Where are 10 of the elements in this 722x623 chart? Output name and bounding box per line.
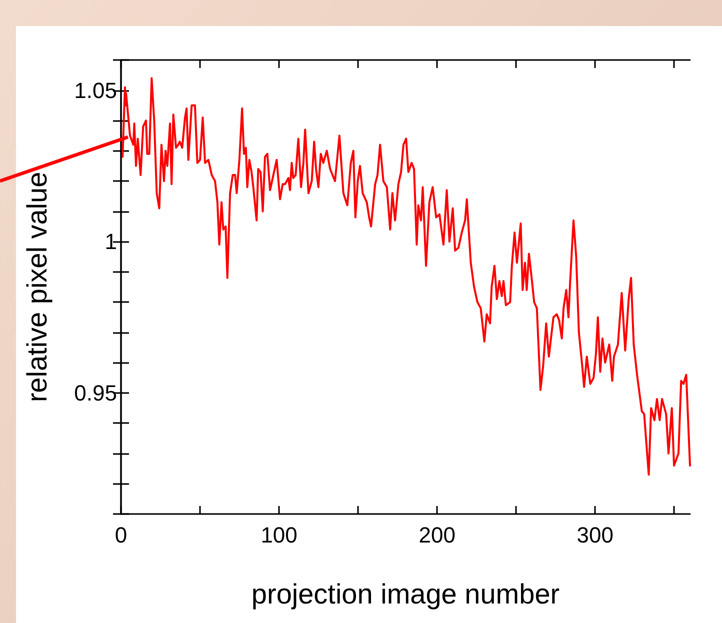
x-tick-label: 100 xyxy=(260,522,298,548)
x-tick-label: 0 xyxy=(114,522,128,548)
line-series xyxy=(122,77,691,476)
y-tick-label: 1.05 xyxy=(74,78,117,103)
y-axis-title: relative pixel value xyxy=(22,172,52,402)
x-tick-label: 300 xyxy=(576,522,614,548)
x-tick-label: 200 xyxy=(418,522,456,548)
x-axis-title: projection image number xyxy=(251,578,560,610)
y-tick-label: 1 xyxy=(104,229,117,254)
y-tick-label: 0.95 xyxy=(74,380,117,406)
